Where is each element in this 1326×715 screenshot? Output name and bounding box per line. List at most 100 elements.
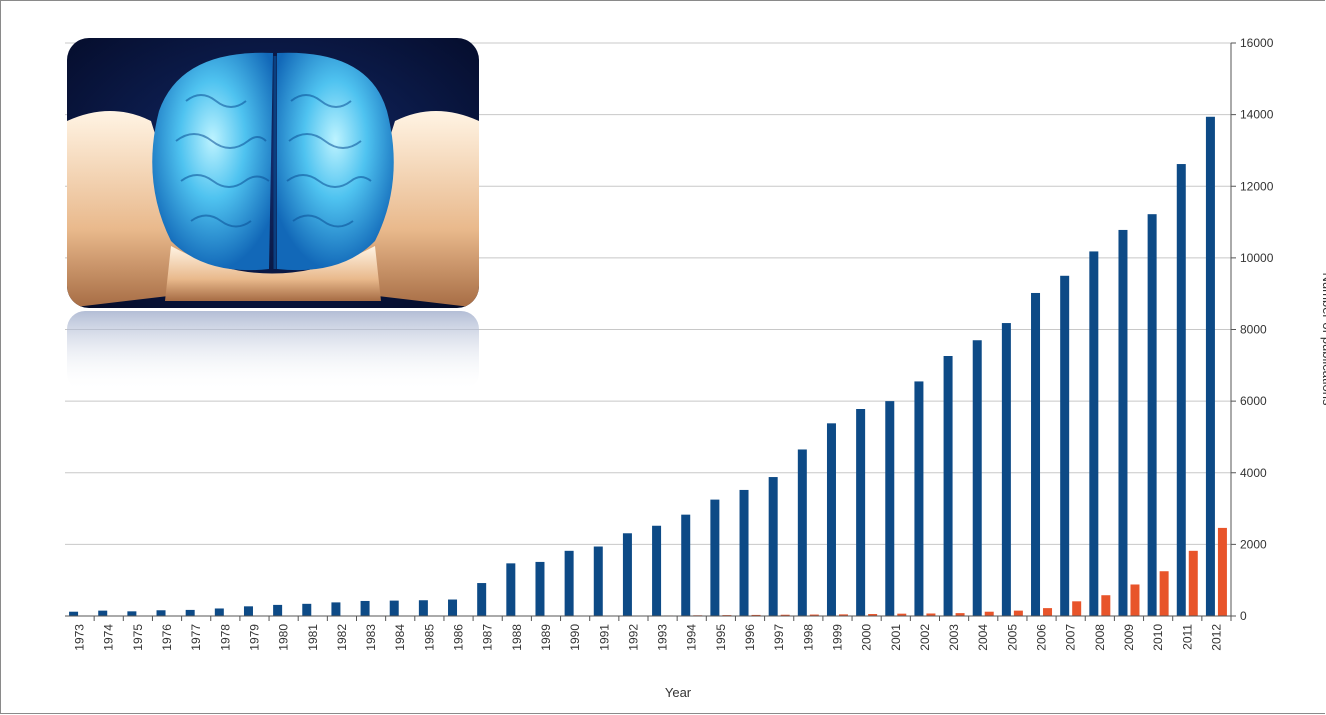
x-tick-label: 1999 <box>830 624 844 651</box>
x-tick-label: 1993 <box>656 624 670 651</box>
bar-series1-2006 <box>1031 293 1040 616</box>
x-tick-label: 1990 <box>568 624 582 651</box>
x-tick-label: 1991 <box>597 624 611 651</box>
x-axis-title: Year <box>665 685 692 700</box>
x-tick-label: 1977 <box>189 624 203 651</box>
bar-series1-1985 <box>419 600 428 616</box>
x-tick-label: 1994 <box>685 624 699 651</box>
bar-series1-1984 <box>390 601 399 616</box>
bar-series1-1990 <box>565 551 574 616</box>
x-tick-label: 2012 <box>1209 624 1223 651</box>
bar-series1-1993 <box>652 526 661 616</box>
x-tick-label: 2009 <box>1122 624 1136 651</box>
bar-series1-2001 <box>885 401 894 616</box>
bar-series2-2012 <box>1218 528 1227 616</box>
x-tick-label: 1976 <box>160 624 174 651</box>
bar-series1-1997 <box>769 477 778 616</box>
y-tick-label: 16000 <box>1240 36 1274 50</box>
bar-series2-2011 <box>1189 551 1198 616</box>
y-tick-label: 14000 <box>1240 108 1274 122</box>
bar-series1-1976 <box>157 610 166 616</box>
x-tick-label: 1985 <box>422 624 436 651</box>
x-tick-label: 2010 <box>1151 624 1165 651</box>
x-tick-label: 2000 <box>860 624 874 651</box>
x-tick-label: 1978 <box>218 624 232 651</box>
y-tick-label: 8000 <box>1240 323 1267 337</box>
x-tick-label: 2007 <box>1064 624 1078 651</box>
x-tick-label: 1998 <box>801 624 815 651</box>
bar-series1-2009 <box>1118 230 1127 616</box>
x-tick-label: 1982 <box>335 624 349 651</box>
x-tick-label: 1974 <box>102 624 116 651</box>
bar-series1-2007 <box>1060 276 1069 616</box>
bar-series1-1975 <box>127 611 136 616</box>
bar-series1-2010 <box>1148 214 1157 616</box>
x-tick-label: 2004 <box>976 624 990 651</box>
x-tick-label: 2011 <box>1180 624 1194 650</box>
bar-series1-2000 <box>856 409 865 616</box>
bar-series1-1998 <box>798 449 807 616</box>
bar-series1-1982 <box>331 602 340 616</box>
bar-series1-1996 <box>740 490 749 616</box>
x-tick-label: 1988 <box>510 624 524 651</box>
bar-series1-1992 <box>623 533 632 616</box>
x-tick-label: 1983 <box>364 624 378 651</box>
x-tick-label: 1995 <box>714 624 728 651</box>
bar-series1-1999 <box>827 423 836 616</box>
bar-series1-1983 <box>361 601 370 616</box>
y-axis-title: Number of publications <box>1320 273 1326 406</box>
bar-series1-1988 <box>506 563 515 616</box>
x-tick-label: 1981 <box>306 624 320 651</box>
bar-series1-1987 <box>477 583 486 616</box>
bar-series1-1974 <box>98 611 107 616</box>
bar-series2-2009 <box>1130 584 1139 616</box>
x-tick-label: 2003 <box>947 624 961 651</box>
x-tick-label: 2006 <box>1035 624 1049 651</box>
bar-series2-2010 <box>1160 571 1169 616</box>
bar-series1-1973 <box>69 612 78 616</box>
bar-series2-2007 <box>1072 601 1081 616</box>
bar-series2-2008 <box>1101 595 1110 616</box>
bar-series2-2005 <box>1014 611 1023 616</box>
bar-series1-2004 <box>973 340 982 616</box>
bar-series1-1981 <box>302 604 311 616</box>
x-tick-label: 1992 <box>626 624 640 651</box>
y-tick-label: 0 <box>1240 609 1247 623</box>
bar-series1-2008 <box>1089 251 1098 616</box>
x-tick-label: 2008 <box>1093 624 1107 651</box>
y-tick-label: 12000 <box>1240 179 1274 193</box>
x-tick-label: 1987 <box>481 624 495 651</box>
y-tick-label: 10000 <box>1240 251 1274 265</box>
bar-series1-1986 <box>448 600 457 616</box>
x-tick-label: 1986 <box>452 624 466 651</box>
x-tick-label: 1975 <box>131 624 145 651</box>
bar-series2-2004 <box>985 612 994 616</box>
bar-series1-1979 <box>244 606 253 616</box>
y-tick-label: 2000 <box>1240 537 1267 551</box>
x-tick-label: 1996 <box>743 624 757 651</box>
bar-series1-2003 <box>944 356 953 616</box>
x-tick-label: 1989 <box>539 624 553 651</box>
x-tick-label: 2001 <box>889 624 903 651</box>
bar-series1-2012 <box>1206 117 1215 616</box>
bar-series1-2005 <box>1002 323 1011 616</box>
x-tick-label: 1973 <box>73 624 87 651</box>
bar-series1-1989 <box>535 562 544 616</box>
bar-series1-1994 <box>681 515 690 616</box>
bar-series1-1978 <box>215 608 224 616</box>
brain-hands-image <box>67 38 479 391</box>
x-tick-label: 1984 <box>393 624 407 651</box>
x-tick-label: 2002 <box>918 624 932 651</box>
x-tick-label: 2005 <box>1005 624 1019 651</box>
bar-series1-1980 <box>273 605 282 616</box>
bar-series1-2002 <box>914 381 923 616</box>
bar-series1-1977 <box>186 610 195 616</box>
bar-series1-2011 <box>1177 164 1186 616</box>
x-tick-label: 1979 <box>247 624 261 651</box>
bar-series1-1995 <box>710 500 719 616</box>
x-tick-label: 1997 <box>772 624 786 651</box>
y-tick-label: 4000 <box>1240 466 1267 480</box>
y-tick-label: 6000 <box>1240 394 1267 408</box>
